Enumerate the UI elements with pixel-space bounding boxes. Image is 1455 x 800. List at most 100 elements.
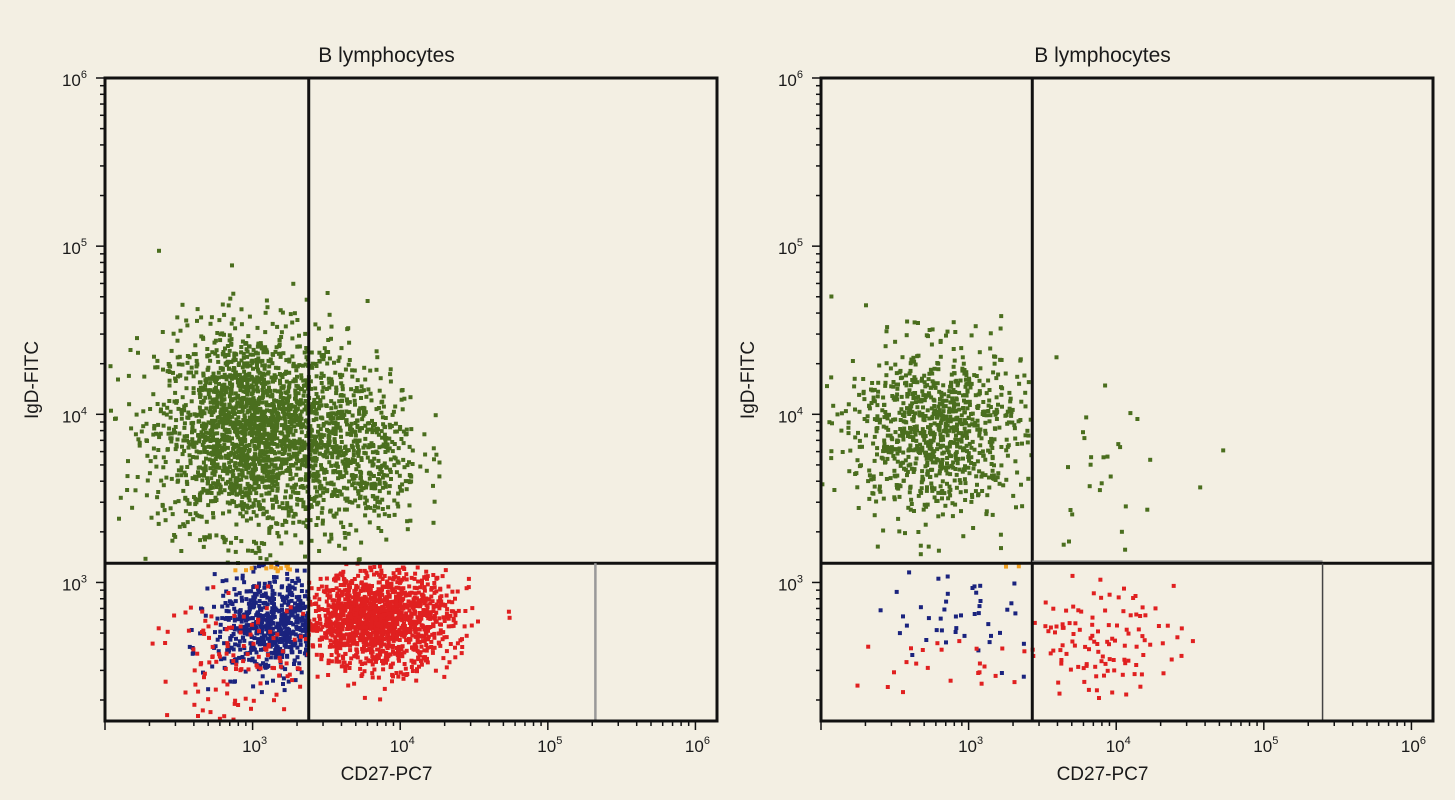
- event-dot: [254, 359, 259, 364]
- event-dot: [285, 504, 290, 509]
- event-dot: [253, 475, 258, 480]
- event-dot: [335, 629, 339, 634]
- event-dot: [222, 372, 227, 377]
- event-dot: [242, 646, 247, 651]
- event-dot: [381, 422, 386, 427]
- event-dot: [407, 630, 412, 634]
- event-dot: [179, 411, 184, 416]
- event-dot: [297, 458, 302, 463]
- event-dot: [463, 609, 468, 613]
- event-dot: [370, 654, 375, 659]
- event-dot: [245, 503, 250, 508]
- event-dot: [343, 367, 348, 372]
- event-dot: [249, 516, 253, 521]
- event-dot: [272, 457, 277, 462]
- event-dot: [294, 446, 299, 451]
- event-dot: [288, 439, 293, 444]
- event-dot: [173, 447, 178, 452]
- event-dot: [226, 410, 231, 415]
- event-dot: [303, 399, 308, 404]
- event-dot: [341, 525, 346, 529]
- event-dot: [410, 462, 415, 466]
- event-dot: [276, 399, 281, 404]
- event-dot: [374, 608, 379, 612]
- event-dot: [277, 651, 282, 656]
- event-dot: [284, 358, 289, 363]
- event-dot: [232, 445, 237, 450]
- event-dot: [254, 650, 259, 655]
- event-dot: [223, 415, 227, 420]
- event-dot: [354, 598, 359, 603]
- event-dot: [299, 497, 304, 502]
- event-dot: [334, 463, 339, 468]
- event-dot: [378, 697, 383, 702]
- event-dot: [195, 497, 200, 502]
- event-dot: [363, 661, 368, 666]
- event-dot: [180, 395, 185, 400]
- event-dot: [254, 663, 259, 668]
- event-dot: [293, 393, 298, 398]
- event-dot: [187, 532, 192, 537]
- event-dot: [318, 427, 323, 432]
- event-dot: [206, 392, 211, 396]
- event-dot: [189, 370, 194, 375]
- event-dot: [360, 596, 364, 601]
- event-dot: [396, 611, 401, 616]
- event-dot: [387, 513, 392, 518]
- event-dot: [229, 321, 234, 326]
- event-dot: [363, 451, 368, 456]
- event-dot: [281, 351, 286, 356]
- event-dot: [220, 387, 224, 392]
- event-dot: [252, 604, 257, 609]
- event-dot: [175, 473, 180, 478]
- event-dot: [220, 604, 225, 609]
- event-dot: [329, 532, 334, 537]
- event-dot: [358, 659, 363, 664]
- event-dot: [339, 381, 344, 386]
- event-dot: [362, 568, 367, 573]
- event-dot: [370, 602, 375, 607]
- event-dot: [309, 538, 314, 543]
- event-dot: [203, 537, 207, 542]
- event-dot: [314, 628, 319, 632]
- event-dot: [205, 586, 210, 591]
- event-dot: [240, 430, 244, 435]
- event-dot: [313, 322, 318, 327]
- event-dot: [360, 649, 365, 654]
- event-dot: [322, 486, 327, 491]
- event-dot: [332, 613, 337, 618]
- event-dot: [308, 379, 313, 384]
- event-dot: [237, 591, 242, 596]
- event-dot: [234, 430, 239, 435]
- event-dot: [339, 593, 344, 598]
- event-dot: [272, 651, 277, 656]
- event-dot: [339, 346, 344, 351]
- event-dot: [352, 590, 357, 594]
- event-dot: [227, 491, 232, 496]
- event-dot: [380, 485, 385, 490]
- event-dot: [281, 506, 285, 511]
- event-dot: [382, 461, 387, 466]
- event-dot: [225, 415, 230, 419]
- event-dot: [334, 612, 339, 617]
- event-dot: [353, 402, 357, 407]
- event-dot: [250, 417, 255, 422]
- event-dot: [223, 453, 228, 458]
- event-dot: [419, 659, 423, 663]
- event-dot: [231, 373, 236, 378]
- event-dot: [391, 649, 395, 654]
- event-dot: [343, 597, 348, 602]
- event-dot: [401, 606, 406, 611]
- event-dot: [292, 409, 297, 414]
- event-dot: [173, 534, 178, 539]
- event-dot: [325, 427, 329, 432]
- event-dot: [344, 470, 349, 475]
- event-dot: [134, 412, 139, 417]
- event-dot: [407, 584, 412, 589]
- event-dot: [239, 446, 244, 451]
- event-dot: [201, 373, 206, 378]
- event-dot: [293, 641, 298, 646]
- event-dot: [203, 395, 208, 400]
- event-dot: [387, 607, 392, 612]
- event-dot: [203, 618, 208, 623]
